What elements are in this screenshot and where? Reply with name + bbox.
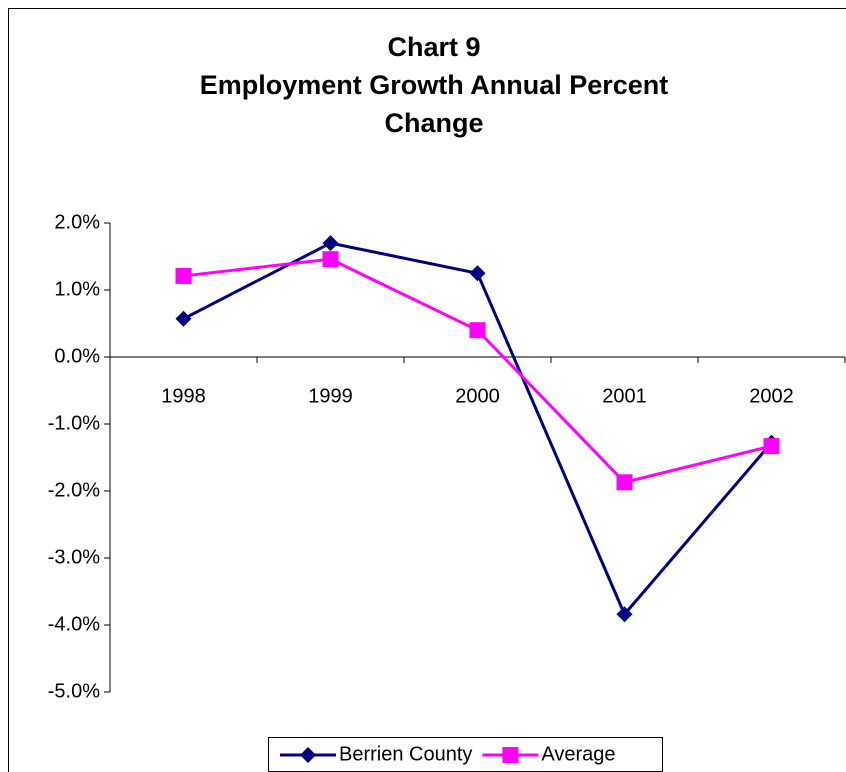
x-tick-label: 1999 <box>308 385 353 407</box>
data-point <box>616 474 633 491</box>
legend-label: Berrien County <box>339 743 472 765</box>
data-point <box>322 235 339 252</box>
y-tick-label: -3.0% <box>48 546 100 568</box>
data-point <box>469 322 486 339</box>
chart-frame <box>8 8 846 772</box>
chart-title: Employment Growth Annual Percent <box>200 70 669 100</box>
data-point <box>763 438 780 455</box>
x-tick-label: 1998 <box>161 385 206 407</box>
y-tick-label: -2.0% <box>48 479 100 501</box>
y-tick-label: -1.0% <box>48 412 100 434</box>
y-tick-label: 1.0% <box>54 278 100 300</box>
legend-label: Average <box>541 743 615 765</box>
series-line <box>182 241 773 618</box>
data-point <box>469 265 486 282</box>
data-point <box>322 251 339 268</box>
y-tick-label: 2.0% <box>54 211 100 233</box>
data-point <box>175 310 192 327</box>
y-tick-label: -4.0% <box>48 613 100 635</box>
data-point <box>175 267 192 284</box>
y-tick-label: 0.0% <box>54 345 100 367</box>
data-point <box>616 606 633 623</box>
y-tick-label: -5.0% <box>48 680 100 702</box>
chart-title: Change <box>384 108 483 138</box>
x-tick-label: 2002 <box>749 385 794 407</box>
series-line <box>183 257 772 484</box>
legend-marker <box>300 747 316 763</box>
x-tick-label: 2000 <box>455 385 500 407</box>
legend-marker <box>502 747 519 763</box>
x-tick-label: 2001 <box>602 385 647 407</box>
chart-title: Chart 9 <box>387 32 480 62</box>
